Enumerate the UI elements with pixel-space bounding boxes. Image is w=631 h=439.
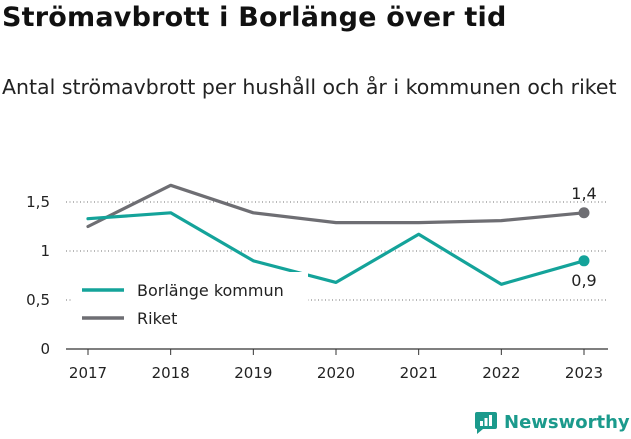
end-point-riket bbox=[578, 207, 590, 219]
brand-name: Newsworthy bbox=[504, 411, 630, 433]
y-tick-label: 0 bbox=[40, 340, 50, 358]
x-tick-label: 2020 bbox=[317, 364, 355, 382]
x-tick-label: 2019 bbox=[234, 364, 272, 382]
data-label: 1,4 bbox=[571, 184, 596, 203]
end-point-borlange bbox=[578, 255, 590, 267]
legend-background bbox=[72, 272, 308, 334]
x-tick-label: 2017 bbox=[69, 364, 107, 382]
y-tick-label: 1 bbox=[40, 242, 50, 260]
legend-label-riket: Riket bbox=[137, 309, 177, 328]
chart-title: Strömavbrott i Borlänge över tid bbox=[2, 2, 507, 33]
x-tick-label: 2021 bbox=[400, 364, 438, 382]
x-tick-label: 2018 bbox=[152, 364, 190, 382]
legend-label-borlange: Borlänge kommun bbox=[137, 281, 284, 300]
y-tick-label: 1,5 bbox=[26, 193, 50, 211]
series-line-riket bbox=[86, 183, 586, 229]
brand-logo: Newsworthy bbox=[474, 406, 630, 438]
x-tick-label: 2022 bbox=[482, 364, 520, 382]
chart-subtitle: Antal strömavbrott per hushåll och år i … bbox=[2, 75, 617, 99]
x-tick-label: 2023 bbox=[565, 364, 603, 382]
y-tick-label: 0,5 bbox=[26, 291, 50, 309]
data-label: 0,9 bbox=[571, 271, 596, 290]
line-chart: 0 0,5 1 1,5 2017 2018 2019 2020 2021 2022 2023 Borl… bbox=[26, 183, 608, 382]
newsworthy-logo-icon bbox=[475, 412, 497, 434]
series-line-borlange bbox=[86, 211, 586, 286]
